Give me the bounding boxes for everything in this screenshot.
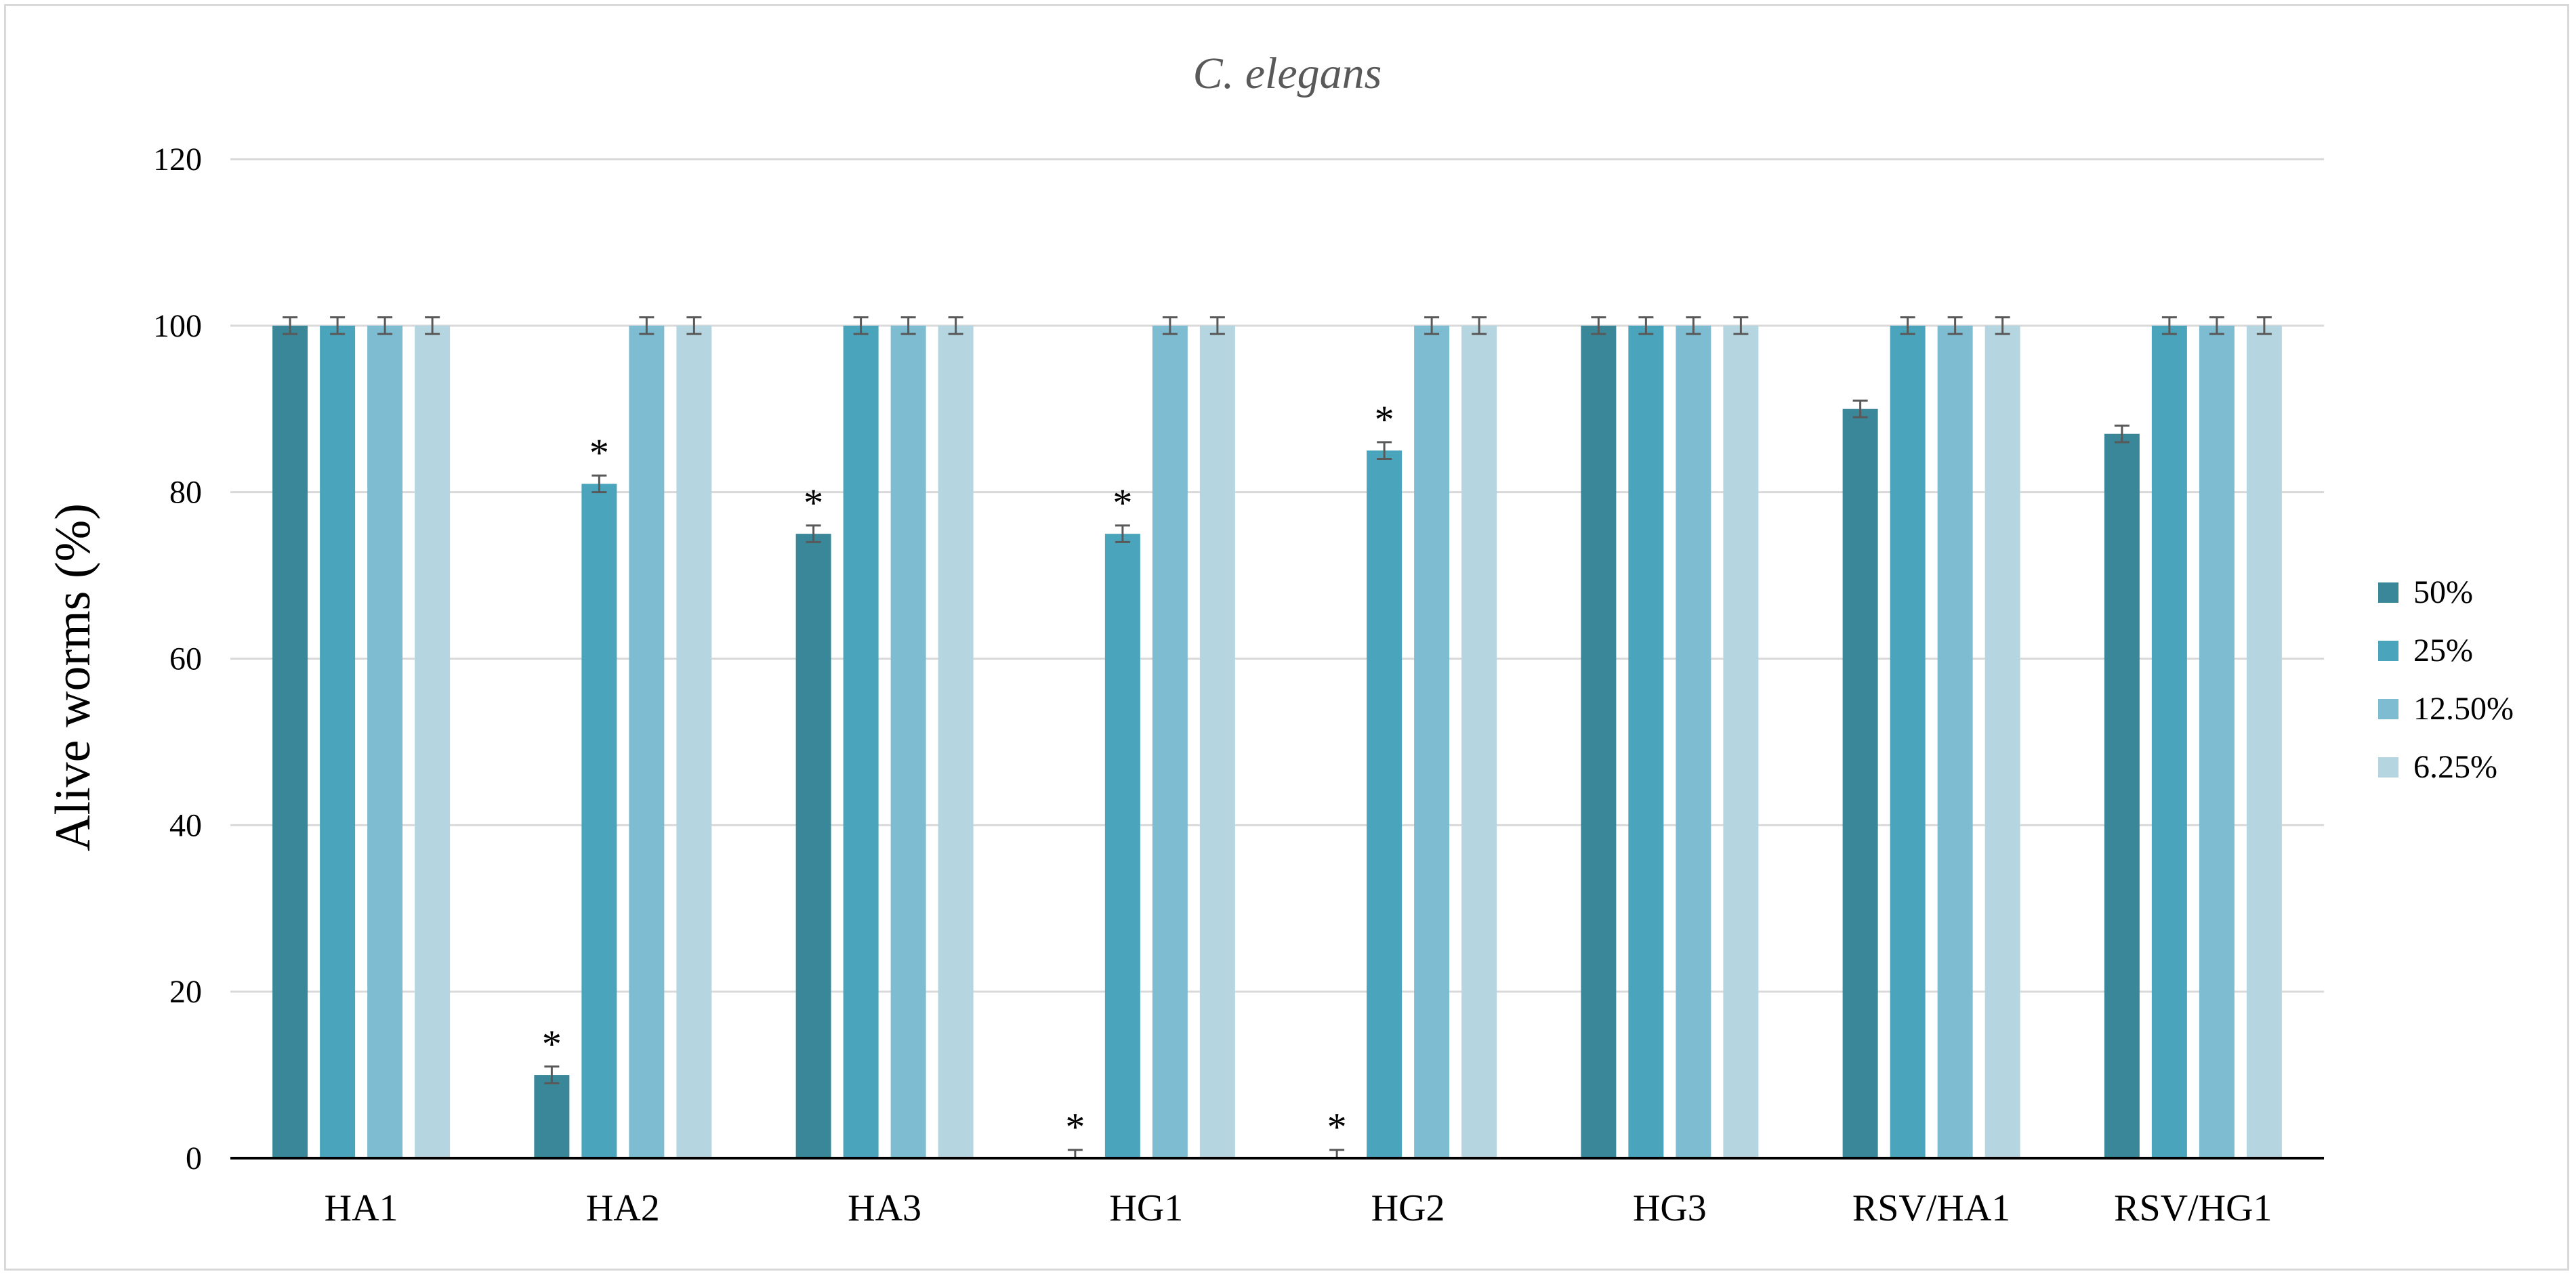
bar bbox=[890, 325, 926, 1158]
bar bbox=[272, 325, 308, 1158]
bar bbox=[320, 325, 356, 1158]
legend-label: 50% bbox=[2413, 574, 2473, 610]
y-axis-label: Alive worms (%) bbox=[45, 503, 101, 851]
y-tick-label: 0 bbox=[186, 1141, 202, 1176]
error-bars bbox=[283, 316, 2272, 1160]
significance-star: * bbox=[589, 431, 609, 475]
x-tick-label: RSV/HG1 bbox=[2114, 1187, 2272, 1229]
bar bbox=[2246, 325, 2282, 1158]
bar bbox=[1628, 325, 1664, 1158]
bar bbox=[1723, 325, 1759, 1158]
significance-star: * bbox=[542, 1022, 562, 1066]
significance-markers: * * * * * * * bbox=[542, 398, 1394, 1149]
x-tick-label: HA1 bbox=[325, 1187, 398, 1229]
bars bbox=[272, 325, 2282, 1159]
significance-star: * bbox=[1375, 398, 1394, 442]
bar bbox=[1104, 534, 1140, 1158]
bar bbox=[938, 325, 974, 1158]
x-tick-label: HG2 bbox=[1371, 1187, 1445, 1229]
x-tick-label: HA3 bbox=[848, 1187, 921, 1229]
x-tick-label: RSV/HA1 bbox=[1852, 1187, 2010, 1229]
bar bbox=[1367, 450, 1403, 1159]
bar bbox=[367, 325, 403, 1158]
bar bbox=[1890, 325, 1926, 1158]
bar bbox=[2151, 325, 2187, 1158]
bar bbox=[1985, 325, 2020, 1158]
legend-swatch bbox=[2378, 582, 2398, 603]
legend: 50% 25% 12.50% 6.25% bbox=[2378, 574, 2514, 785]
significance-star: * bbox=[1065, 1105, 1085, 1149]
x-tick-labels: HA1 HA2 HA3 HG1 HG2 HG3 RSV/HA1 RSV/HG1 bbox=[325, 1187, 2272, 1229]
x-tick-label: HG3 bbox=[1633, 1187, 1707, 1229]
bar bbox=[1937, 325, 1973, 1158]
y-tick-label: 60 bbox=[169, 641, 202, 677]
bar bbox=[1676, 325, 1711, 1158]
bar bbox=[1842, 408, 1878, 1158]
bar bbox=[676, 325, 712, 1158]
bar bbox=[415, 325, 451, 1158]
x-tick-label: HA2 bbox=[586, 1187, 660, 1229]
legend-label: 12.50% bbox=[2413, 691, 2514, 727]
legend-label: 25% bbox=[2413, 633, 2473, 668]
bar bbox=[581, 484, 617, 1158]
y-tick-label: 20 bbox=[169, 974, 202, 1010]
bar bbox=[629, 325, 665, 1158]
y-tick-label: 100 bbox=[153, 308, 202, 344]
bar bbox=[843, 325, 879, 1158]
bar bbox=[534, 1075, 570, 1158]
legend-swatch bbox=[2378, 699, 2398, 719]
legend-label: 6.25% bbox=[2413, 749, 2497, 785]
bar bbox=[1414, 325, 1450, 1158]
gridlines bbox=[230, 158, 2324, 993]
significance-star: * bbox=[1113, 481, 1132, 525]
legend-swatch bbox=[2378, 641, 2398, 661]
x-tick-label: HG1 bbox=[1109, 1187, 1183, 1229]
bar bbox=[2104, 433, 2140, 1158]
y-tick-label: 40 bbox=[169, 807, 202, 843]
y-tick-label: 120 bbox=[153, 142, 202, 177]
bar bbox=[1199, 325, 1235, 1158]
bar bbox=[1461, 325, 1497, 1158]
significance-star: * bbox=[804, 481, 823, 525]
y-tick-labels: 0 20 40 60 80 100 120 bbox=[153, 142, 202, 1176]
chart-title: C. elegans bbox=[1193, 49, 1382, 98]
bar bbox=[795, 534, 831, 1158]
y-tick-label: 80 bbox=[169, 475, 202, 511]
bar bbox=[1581, 325, 1617, 1158]
bar bbox=[2199, 325, 2235, 1158]
bar bbox=[1152, 325, 1188, 1158]
significance-star: * bbox=[1327, 1105, 1347, 1149]
legend-swatch bbox=[2378, 757, 2398, 778]
